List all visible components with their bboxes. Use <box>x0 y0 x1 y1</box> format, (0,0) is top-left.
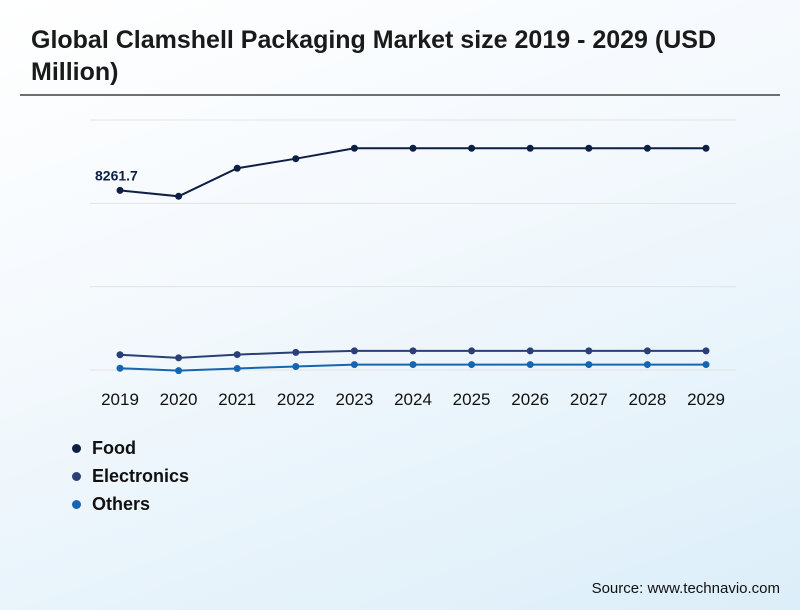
legend-label: Electronics <box>92 465 190 486</box>
data-point-others <box>526 361 534 369</box>
x-tick-label: 2020 <box>160 390 198 409</box>
data-point-electronics <box>292 348 300 356</box>
chart-title: Global Clamshell Packaging Market size 2… <box>31 26 717 86</box>
data-point-others <box>292 363 300 371</box>
data-point-food <box>116 186 124 194</box>
data-point-others <box>175 367 183 375</box>
data-point-electronics <box>116 351 124 359</box>
data-point-electronics <box>526 347 534 355</box>
data-point-food <box>409 144 417 152</box>
data-point-others <box>585 361 593 369</box>
data-point-others <box>233 364 241 372</box>
data-point-electronics <box>175 354 183 362</box>
x-tick-label: 2028 <box>628 390 666 409</box>
data-point-others <box>702 361 710 369</box>
data-point-food <box>585 144 593 152</box>
data-point-electronics <box>233 351 241 359</box>
data-point-others <box>409 361 417 369</box>
legend-item-others: Others <box>72 490 189 518</box>
source-note: Source: www.technavio.com <box>591 580 780 597</box>
data-point-food <box>350 144 358 152</box>
legend-item-electronics: Electronics <box>72 462 189 490</box>
data-point-food <box>526 144 534 152</box>
data-point-others <box>116 364 124 372</box>
data-point-electronics <box>702 347 710 355</box>
data-point-electronics <box>409 347 417 355</box>
data-point-food <box>702 144 710 152</box>
title-divider <box>20 94 780 96</box>
x-tick-label: 2027 <box>570 390 608 409</box>
x-tick-label: 2019 <box>101 390 139 409</box>
data-point-electronics <box>643 347 651 355</box>
legend-marker <box>72 499 81 509</box>
data-point-others <box>643 361 651 369</box>
data-point-electronics <box>350 347 358 355</box>
legend-label: Others <box>92 493 151 514</box>
data-point-others <box>350 361 358 369</box>
data-point-electronics <box>585 347 593 355</box>
data-point-food <box>468 144 476 152</box>
x-tick-label: 2029 <box>687 390 725 409</box>
x-tick-label: 2023 <box>335 390 373 409</box>
x-tick-label: 2021 <box>218 390 256 409</box>
data-label: 8261.7 <box>95 167 138 183</box>
x-tick-label: 2024 <box>394 390 432 409</box>
data-point-food <box>643 144 651 152</box>
data-point-food <box>175 192 183 200</box>
legend-item-food: Food <box>72 434 189 462</box>
data-point-food <box>292 155 300 163</box>
x-tick-label: 2022 <box>277 390 315 409</box>
data-point-others <box>468 361 476 369</box>
legend-marker <box>72 443 81 453</box>
x-tick-label: 2025 <box>453 390 491 409</box>
x-tick-label: 2026 <box>511 390 549 409</box>
data-point-food <box>233 164 241 172</box>
legend-label: Food <box>92 437 136 458</box>
legend-marker <box>72 471 81 481</box>
series-line-food <box>119 147 706 198</box>
chart-legend: Food Electronics Others <box>72 434 189 518</box>
data-point-electronics <box>468 347 476 355</box>
